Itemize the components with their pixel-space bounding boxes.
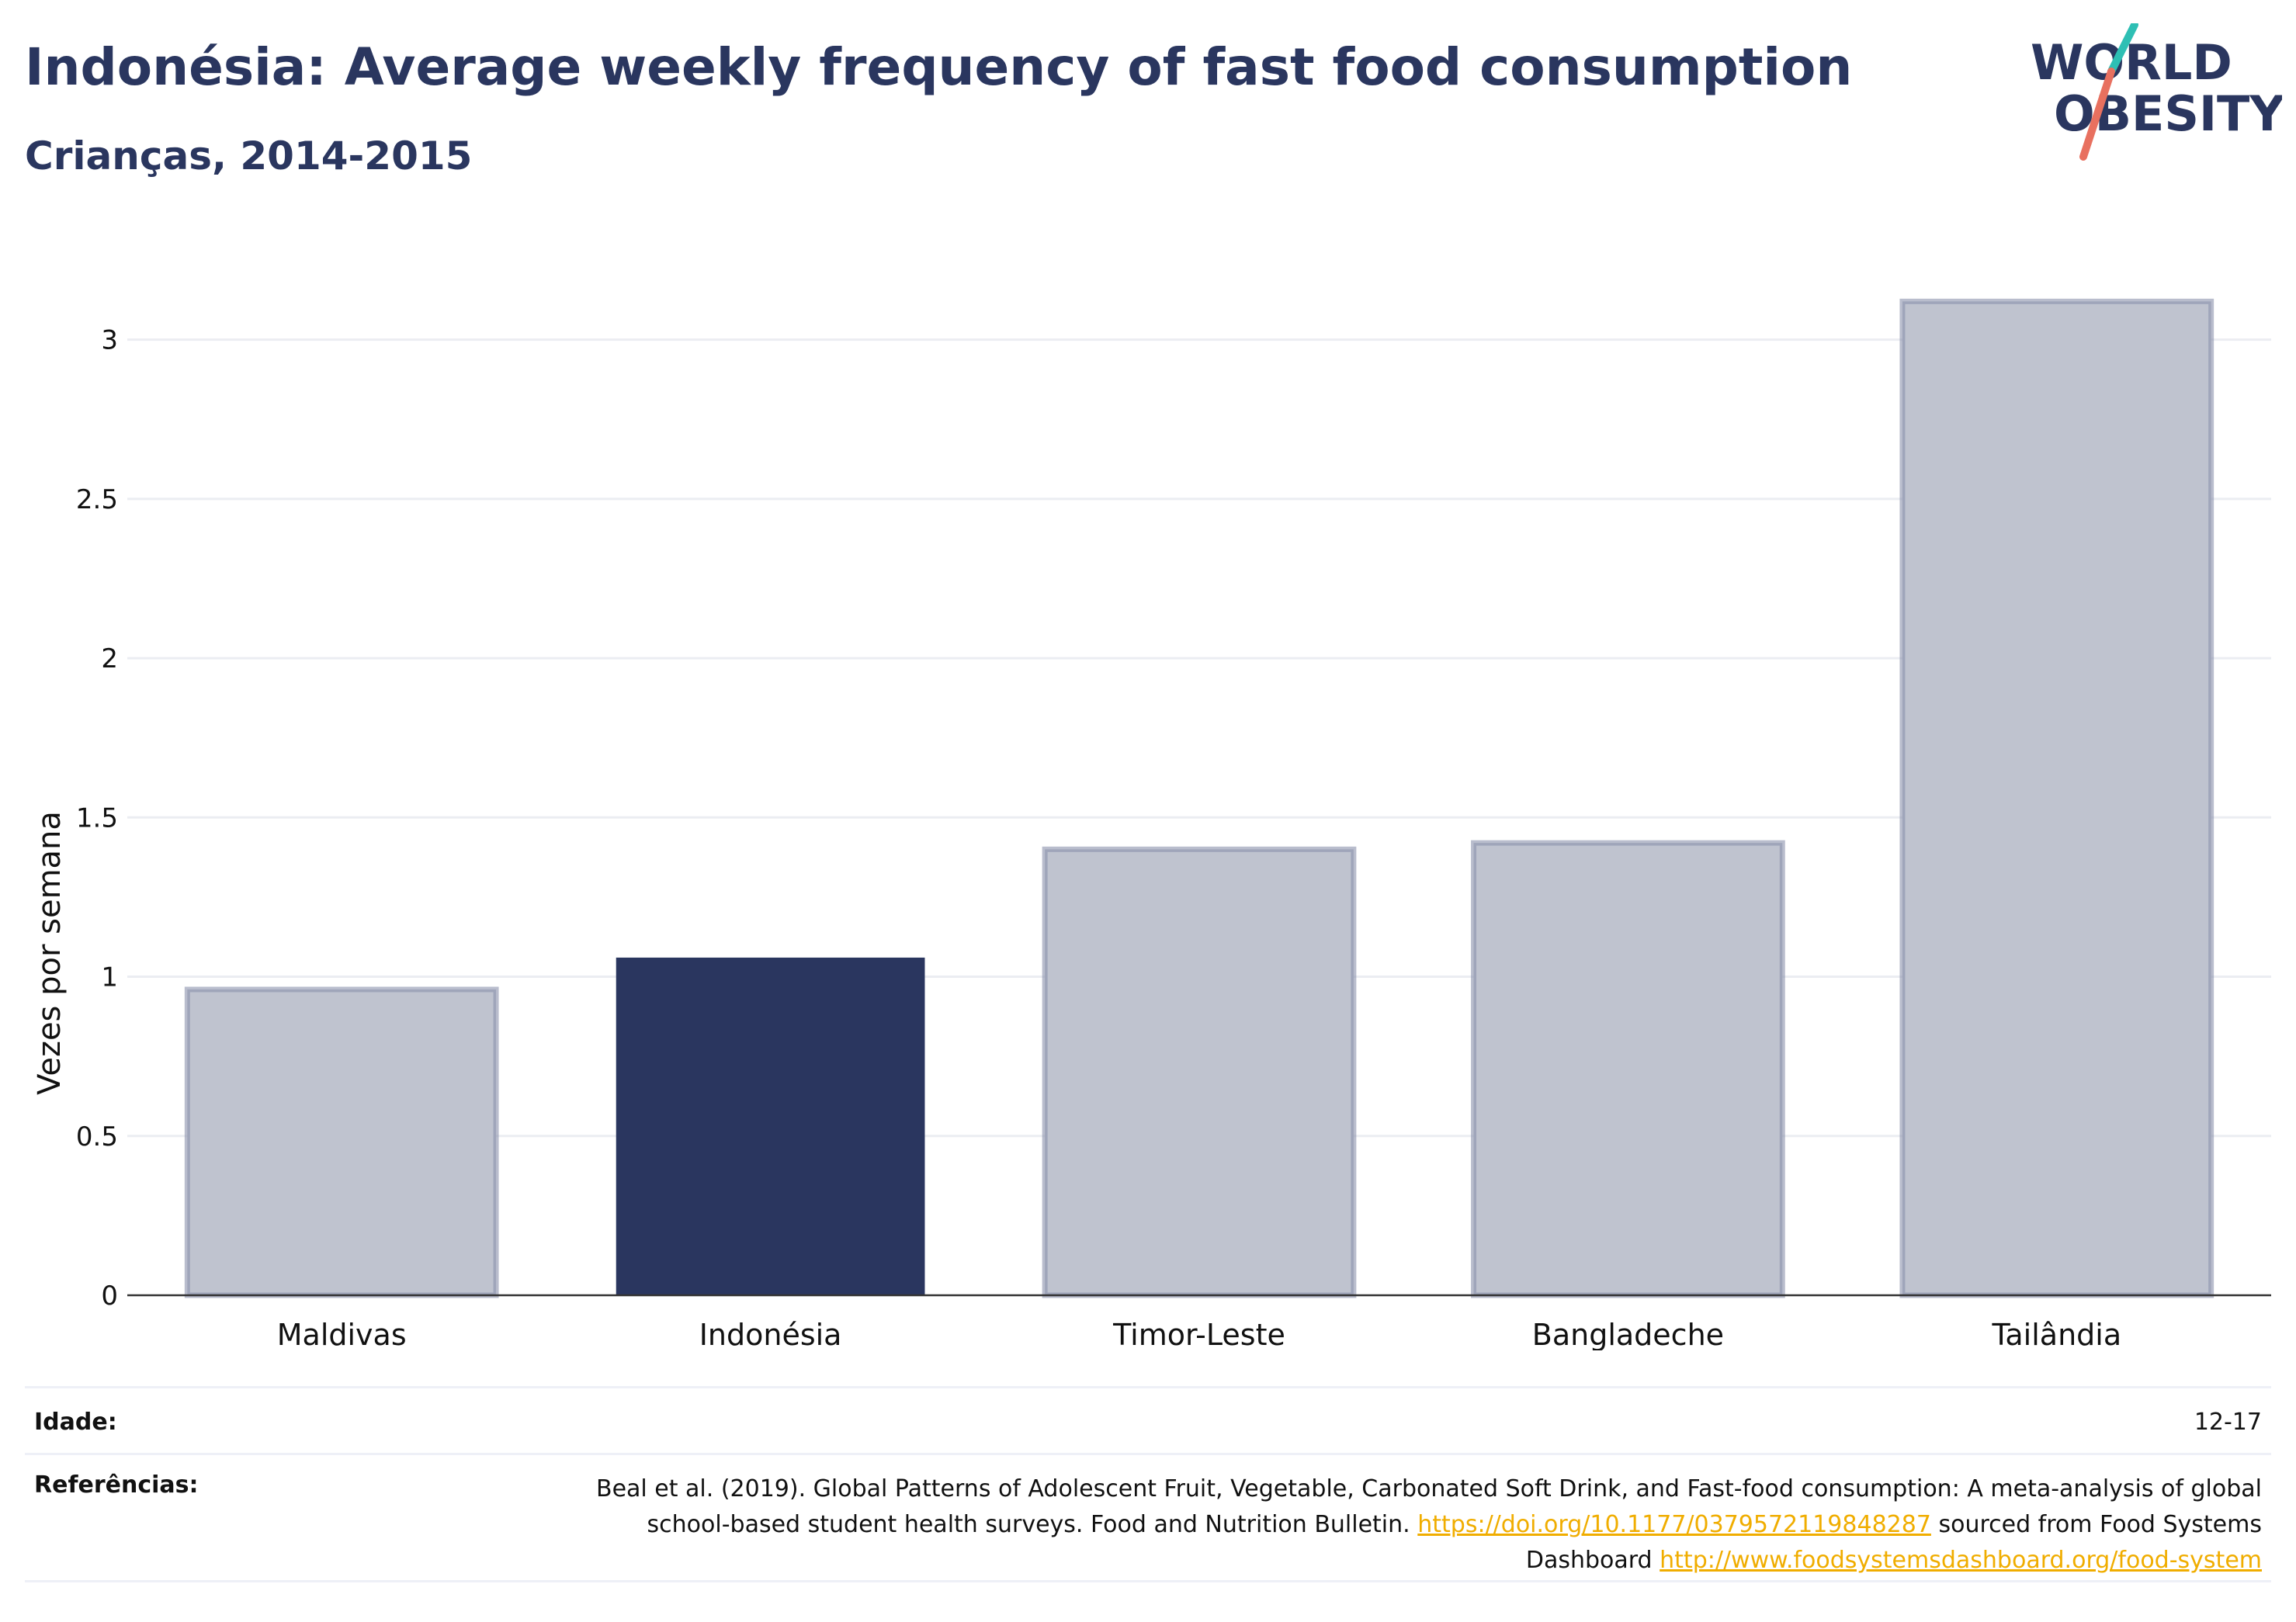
bars <box>184 298 2214 1298</box>
logo-word-world: WORLD <box>2031 34 2232 91</box>
references-dashboard-link[interactable]: http://www.foodsystemsdashboard.org/food… <box>1660 1547 2262 1574</box>
bar-chart: 0 0.5 1 1.5 2 2.5 3 Maldivas Indonésia Timor-Les… <box>76 298 2271 1350</box>
y-tick-label: 1 <box>101 962 118 993</box>
x-tick-label: Timor-Leste <box>1112 1318 1285 1350</box>
y-tick-label: 2.5 <box>76 484 118 515</box>
bar-tailândia <box>1899 298 2214 1298</box>
bar-timor-leste <box>1042 846 1357 1298</box>
references-doi-link[interactable]: https://doi.org/10.1177/0379572119848287 <box>1417 1511 1931 1538</box>
x-axis-ticks: Maldivas Indonésia Timor-Leste Bangladeche T… <box>277 1318 2121 1350</box>
age-value: 12-17 <box>2194 1409 2262 1436</box>
references-citation: Beal et al. (2019). Global Patterns of A… <box>595 1475 2262 1538</box>
x-tick-label: Tailândia <box>1991 1318 2121 1350</box>
y-axis-ticks: 0 0.5 1 1.5 2 2.5 3 <box>76 325 118 1312</box>
y-tick-label: 3 <box>101 325 118 356</box>
references-label: Referências: <box>34 1471 199 1499</box>
y-tick-label: 2 <box>101 643 118 674</box>
world-obesity-logo: WORLD OBESITY <box>2031 23 2282 161</box>
age-label: Idade: <box>34 1409 117 1436</box>
logo-slash-teal <box>2107 23 2138 75</box>
references-text: Beal et al. (2019). Global Patterns of A… <box>554 1471 2262 1579</box>
chart-subtitle: Crianças, 2014-2015 <box>25 133 473 178</box>
x-tick-label: Maldivas <box>277 1318 407 1350</box>
logo-slash-coral <box>2079 68 2115 161</box>
chart-title: Indonésia: Average weekly frequency of f… <box>25 37 1853 97</box>
bar-maldivas <box>184 986 499 1298</box>
bar-indonésia <box>616 957 925 1295</box>
footer-divider-bottom <box>25 1580 2271 1582</box>
footer-divider-mid <box>25 1453 2271 1455</box>
footer-divider-top <box>25 1386 2271 1388</box>
y-tick-label: 0.5 <box>76 1121 118 1152</box>
x-tick-label: Bangladeche <box>1532 1318 1724 1350</box>
references-source: sourced from Food Systems Dashboard <box>1525 1511 2262 1574</box>
x-tick-label: Indonésia <box>699 1318 842 1350</box>
y-tick-label: 1.5 <box>76 802 118 834</box>
y-tick-label: 0 <box>101 1281 118 1312</box>
bar-bangladeche <box>1471 840 1785 1298</box>
